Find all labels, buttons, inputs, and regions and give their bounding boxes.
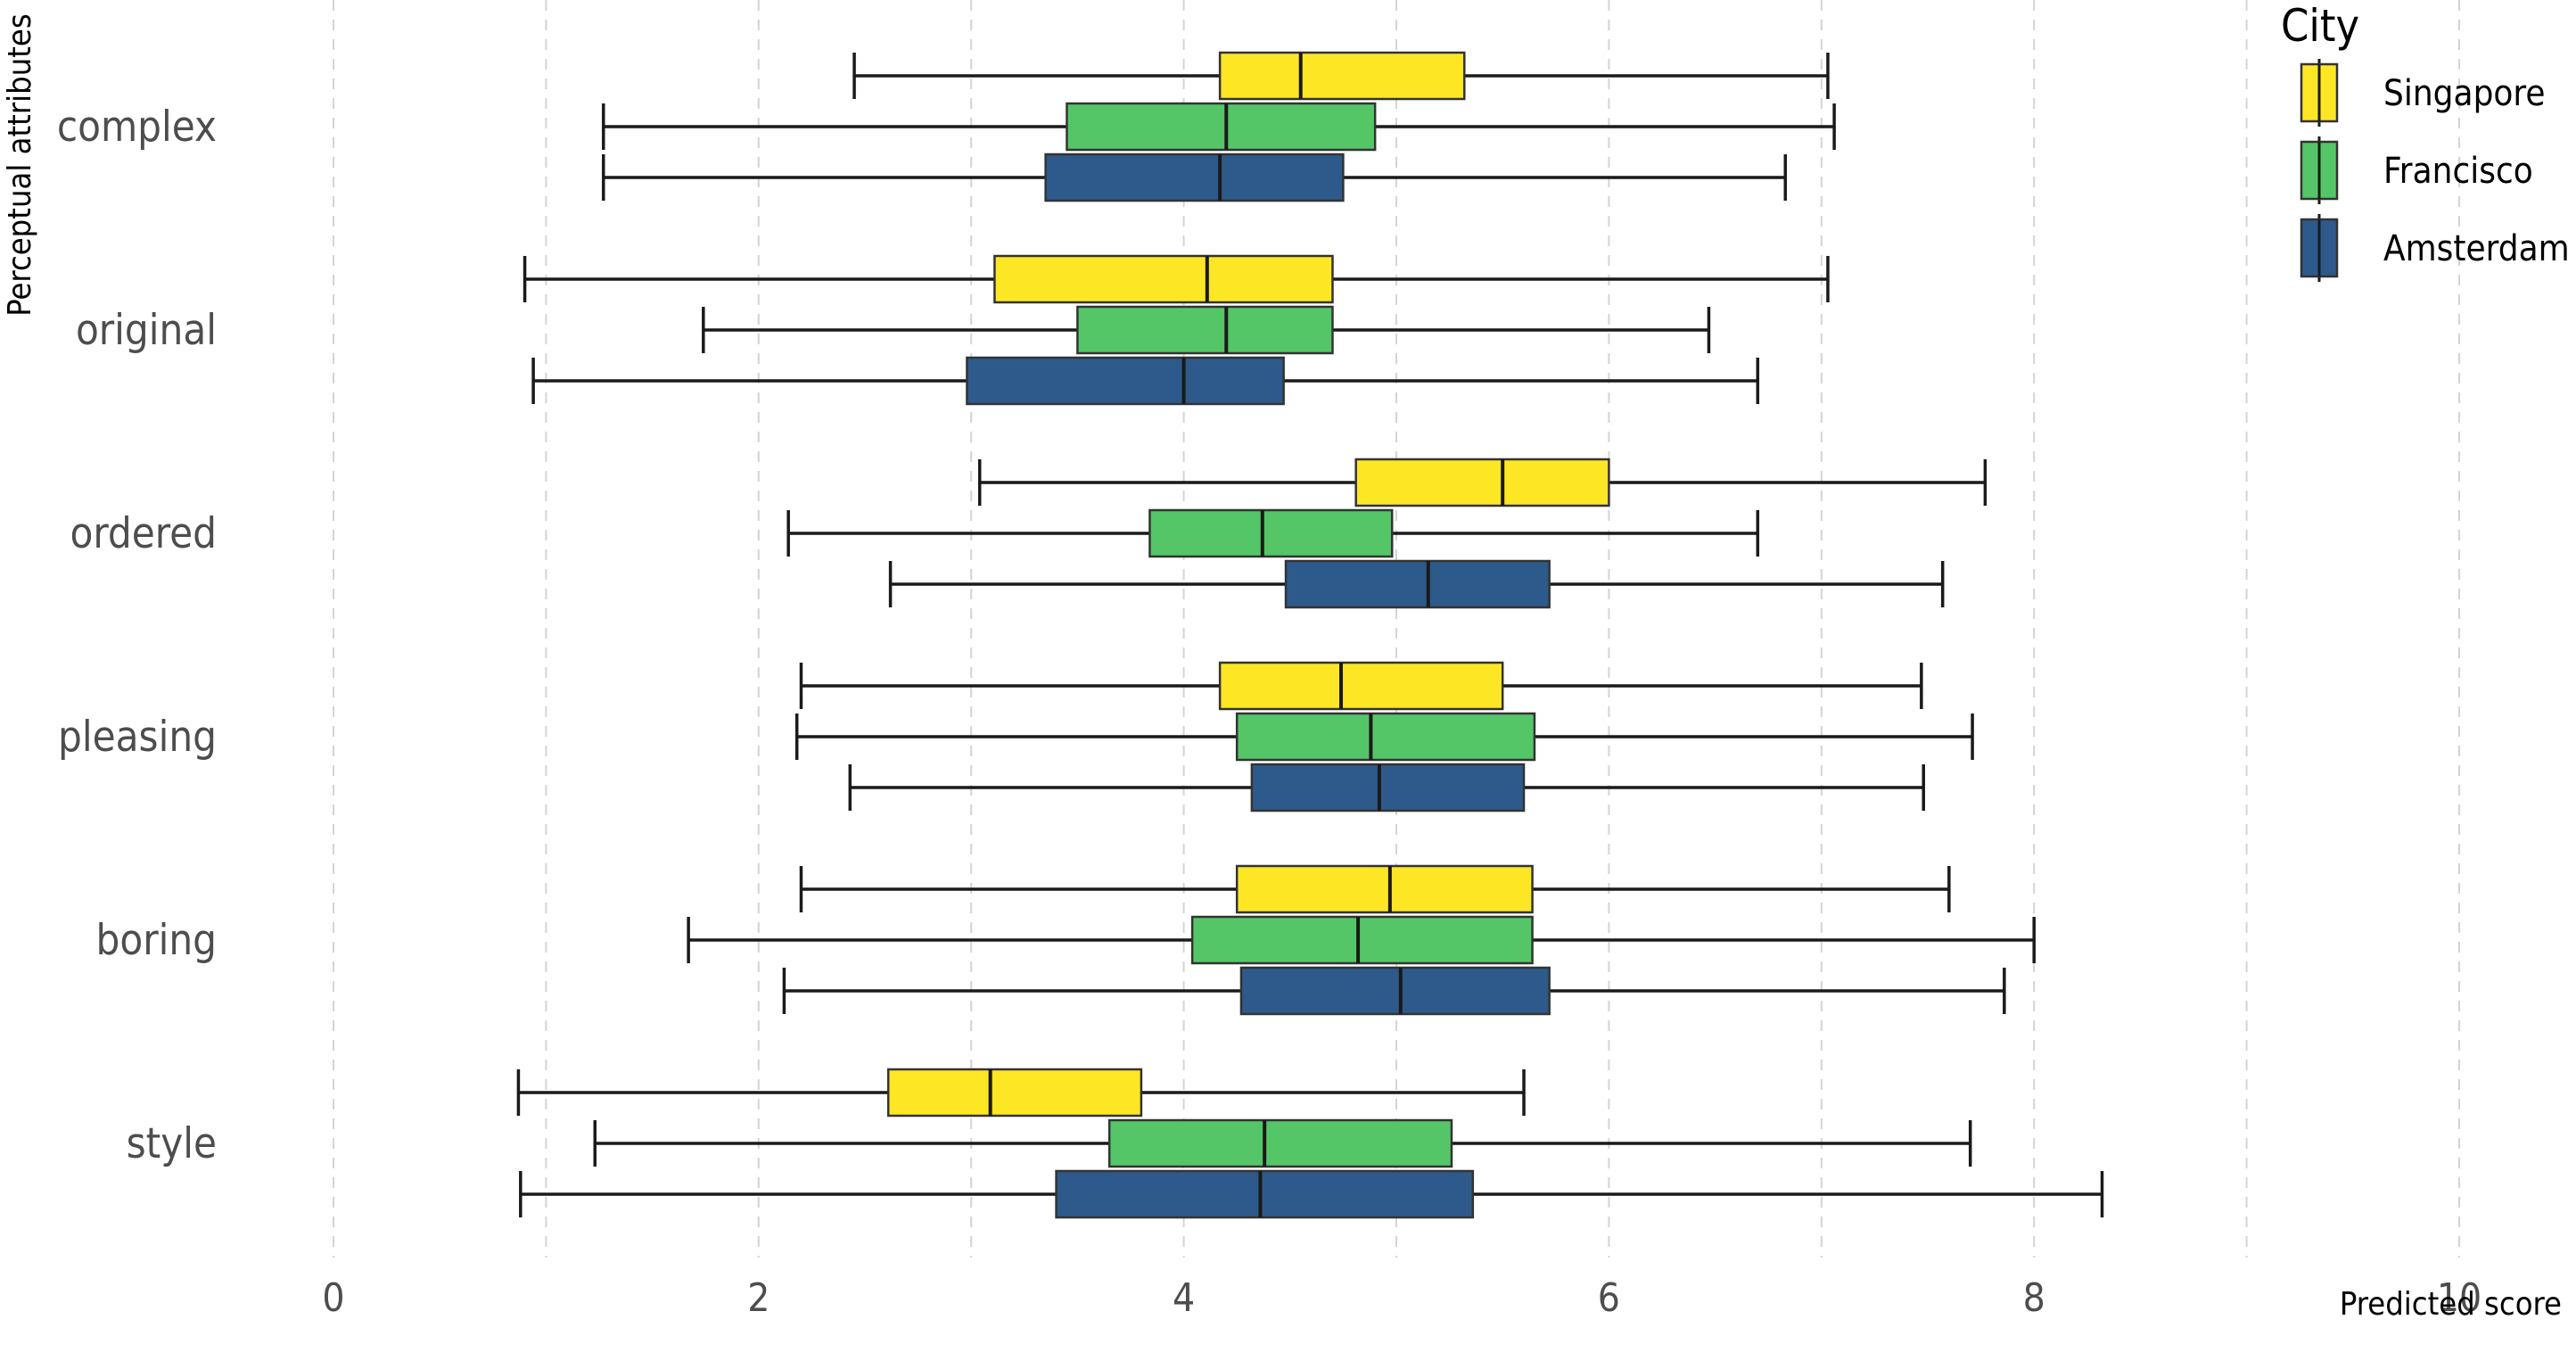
legend-label: Francisco: [2383, 151, 2533, 192]
box-pleasing-singapore: [799, 661, 1923, 711]
x-tick-label: 2: [747, 1275, 770, 1321]
iqr-box: [1148, 508, 1394, 558]
iqr-box: [1250, 763, 1526, 812]
iqr-box: [966, 356, 1285, 406]
legend-label: Singapore: [2383, 73, 2545, 114]
iqr-box: [1076, 305, 1334, 355]
iqr-box: [993, 254, 1334, 304]
box-ordered-singapore: [977, 458, 1988, 507]
box-style-francisco: [593, 1118, 1972, 1168]
legend-item-singapore: Singapore: [2300, 59, 2545, 127]
x-tick-label: 10: [2437, 1275, 2481, 1321]
category-label: boring: [96, 916, 218, 965]
iqr-box: [1044, 153, 1345, 202]
legend-item-amsterdam: Amsterdam: [2300, 214, 2570, 282]
category-label: style: [127, 1119, 217, 1168]
iqr-box: [1284, 559, 1551, 609]
box-boring-singapore: [799, 864, 1951, 914]
box-pleasing-francisco: [794, 712, 1974, 762]
iqr-box: [886, 1068, 1143, 1118]
legend-title: City: [2281, 0, 2359, 52]
grid-lines: [333, 0, 2460, 1258]
iqr-box: [1218, 51, 1466, 101]
box-complex-amsterdam: [602, 153, 1788, 202]
box-style-singapore: [516, 1068, 1526, 1118]
iqr-box: [1190, 915, 1534, 965]
legend-item-francisco: Francisco: [2300, 136, 2533, 204]
box-original-singapore: [523, 254, 1830, 304]
legend: City Singapore Francisco Amsterdam: [2281, 0, 2570, 282]
x-axis-ticks: 0 2 4 6 8 10: [322, 1275, 2481, 1321]
iqr-box: [1235, 712, 1536, 762]
x-tick-label: 4: [1173, 1275, 1195, 1321]
category-label: original: [76, 306, 217, 355]
box-complex-francisco: [602, 102, 1836, 152]
iqr-box: [1107, 1118, 1453, 1168]
legend-label: Amsterdam: [2383, 228, 2570, 269]
box-boring-amsterdam: [782, 966, 2006, 1016]
iqr-box: [1055, 1169, 1475, 1219]
box-ordered-amsterdam: [888, 559, 1945, 609]
box-original-amsterdam: [531, 356, 1760, 406]
category-label: ordered: [70, 509, 218, 558]
box-plots: [516, 51, 2104, 1219]
iqr-box: [1218, 661, 1504, 711]
box-style-amsterdam: [519, 1169, 2104, 1219]
iqr-box: [1354, 458, 1610, 507]
x-tick-label: 8: [2023, 1275, 2045, 1321]
y-axis-categories: complex original ordered pleasing boring styl…: [57, 103, 217, 1168]
y-axis-title: Perceptual attributes: [2, 13, 38, 317]
x-tick-label: 6: [1598, 1275, 1620, 1321]
x-axis-title: Predicted score: [2340, 1286, 2562, 1323]
box-ordered-francisco: [786, 508, 1760, 558]
box-pleasing-amsterdam: [848, 763, 1925, 812]
box-original-francisco: [702, 305, 1711, 355]
category-label: pleasing: [58, 713, 217, 762]
iqr-box: [1066, 102, 1377, 152]
category-label: complex: [57, 103, 217, 152]
iqr-box: [1235, 864, 1534, 914]
x-tick-label: 0: [322, 1275, 344, 1321]
box-boring-francisco: [687, 915, 2036, 965]
box-complex-singapore: [852, 51, 1830, 101]
iqr-box: [1239, 966, 1551, 1016]
